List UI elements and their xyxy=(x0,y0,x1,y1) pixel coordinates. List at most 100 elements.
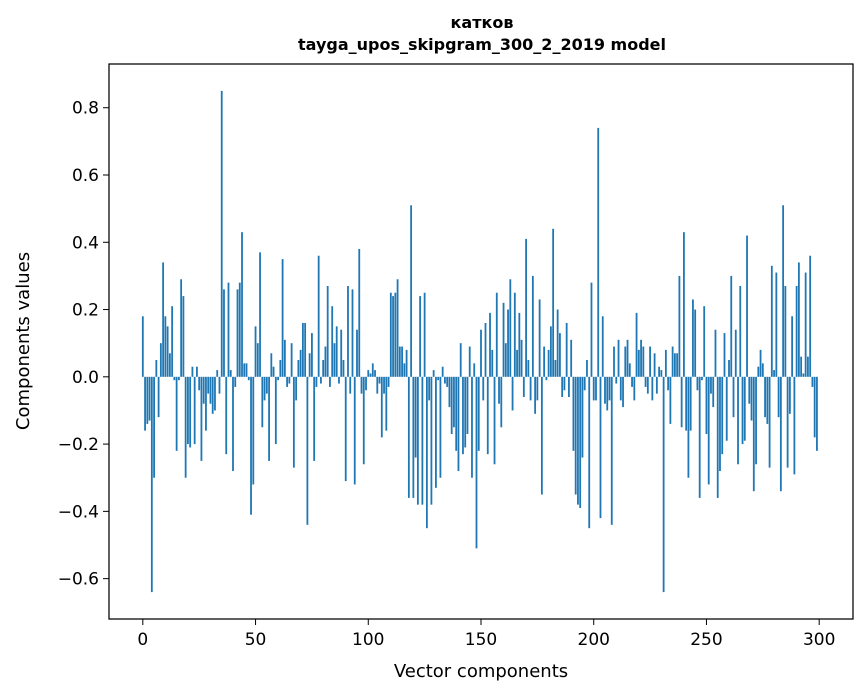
bar-73 xyxy=(306,376,309,525)
bar-266 xyxy=(741,376,744,445)
bar-226 xyxy=(651,376,654,401)
bar-162 xyxy=(507,309,509,377)
bar-163 xyxy=(509,279,512,377)
bar-125 xyxy=(423,292,426,377)
bar-198 xyxy=(588,376,591,529)
bar-151 xyxy=(482,376,485,401)
bar-49 xyxy=(252,376,255,485)
bar-8 xyxy=(159,343,162,377)
bar-280 xyxy=(773,370,775,377)
bar-287 xyxy=(788,376,791,414)
bar-259 xyxy=(725,376,728,441)
bar-268 xyxy=(746,235,748,377)
bar-97 xyxy=(360,376,363,394)
bar-30 xyxy=(209,376,212,404)
bar-40 xyxy=(232,376,234,471)
y-tick-label: −0.4 xyxy=(58,502,99,522)
bar-83 xyxy=(329,376,331,387)
bar-146 xyxy=(471,376,473,478)
bar-131 xyxy=(437,376,440,381)
bar-211 xyxy=(617,339,620,377)
bar-174 xyxy=(534,376,537,414)
bar-292 xyxy=(800,356,803,377)
bar-299 xyxy=(816,376,818,451)
bar-183 xyxy=(554,360,557,377)
bar-253 xyxy=(712,376,715,408)
bar-265 xyxy=(739,286,742,377)
bar-133 xyxy=(441,366,444,377)
bar-270 xyxy=(750,376,753,421)
x-tick-label: 200 xyxy=(578,630,610,650)
bar-20 xyxy=(187,376,189,445)
bar-67 xyxy=(292,376,295,468)
bar-229 xyxy=(658,366,661,377)
bar-60 xyxy=(277,376,279,381)
bar-136 xyxy=(448,376,451,408)
bar-274 xyxy=(759,349,762,377)
bar-250 xyxy=(705,376,708,434)
bar-284 xyxy=(782,205,785,377)
bar-143 xyxy=(464,376,467,448)
y-tick-label: 0.8 xyxy=(72,99,99,119)
bar-219 xyxy=(635,312,638,377)
bar-122 xyxy=(416,376,419,505)
bar-276 xyxy=(764,376,766,418)
bar-141 xyxy=(459,343,462,377)
bar-4 xyxy=(150,376,153,593)
bar-18 xyxy=(182,296,185,377)
bar-66 xyxy=(290,343,293,377)
bar-101 xyxy=(369,373,372,377)
bar-262 xyxy=(732,376,735,418)
bar-279 xyxy=(770,265,773,377)
bar-51 xyxy=(256,343,259,377)
bar-291 xyxy=(797,262,800,377)
bar-249 xyxy=(703,306,706,377)
bar-154 xyxy=(489,312,491,377)
bar-1 xyxy=(144,376,146,431)
bar-115 xyxy=(401,346,403,377)
bar-89 xyxy=(342,360,345,377)
bar-3 xyxy=(148,376,151,421)
bar-135 xyxy=(446,376,449,387)
bar-261 xyxy=(730,275,733,377)
bar-182 xyxy=(552,228,555,377)
bar-121 xyxy=(414,376,417,458)
bar-90 xyxy=(344,376,347,482)
bar-210 xyxy=(615,376,618,384)
bar-27 xyxy=(202,376,205,404)
bar-64 xyxy=(286,376,289,387)
bar-271 xyxy=(752,376,755,492)
bar-222 xyxy=(642,346,645,377)
bar-214 xyxy=(624,346,627,377)
bar-19 xyxy=(184,376,187,478)
bar-180 xyxy=(547,349,550,377)
bar-246 xyxy=(696,376,699,391)
bar-129 xyxy=(432,370,435,377)
bar-290 xyxy=(795,286,798,377)
chart-title: катков xyxy=(451,13,514,32)
bar-179 xyxy=(545,376,548,381)
bar-171 xyxy=(527,360,530,377)
bar-258 xyxy=(723,333,726,377)
bar-37 xyxy=(225,376,228,455)
bar-45 xyxy=(243,363,246,377)
bar-181 xyxy=(549,326,552,377)
bar-202 xyxy=(597,127,600,377)
bar-224 xyxy=(646,376,649,394)
bar-185 xyxy=(559,333,561,377)
bar-57 xyxy=(270,353,273,377)
bar-178 xyxy=(543,346,546,377)
bar-205 xyxy=(604,376,606,404)
bar-206 xyxy=(606,376,609,411)
bar-16 xyxy=(177,376,180,381)
bar-70 xyxy=(299,349,302,377)
bar-165 xyxy=(513,292,516,377)
bar-189 xyxy=(568,376,570,397)
bar-81 xyxy=(324,346,327,377)
bar-9 xyxy=(162,262,165,377)
bar-217 xyxy=(631,376,633,387)
bar-75 xyxy=(311,333,313,377)
bar-96 xyxy=(358,249,361,377)
bar-142 xyxy=(462,376,464,455)
bar-257 xyxy=(721,376,724,455)
